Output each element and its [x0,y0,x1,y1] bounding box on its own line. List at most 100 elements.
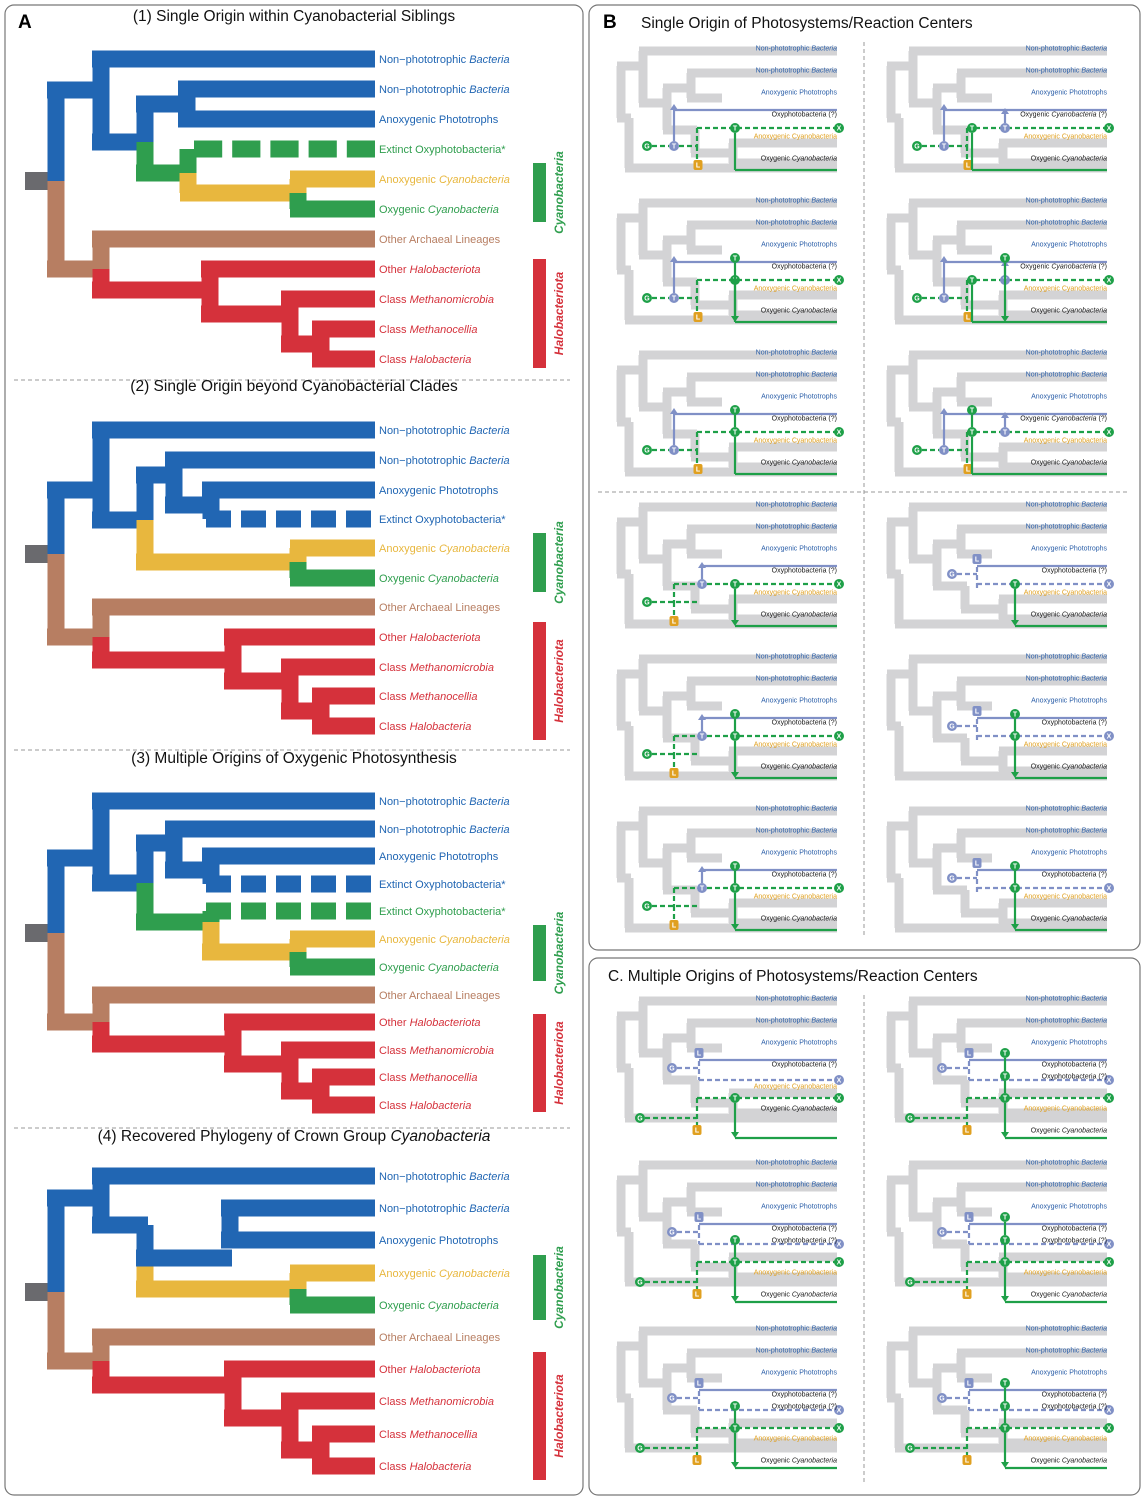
branch [201,269,219,314]
tree-branch [686,529,696,554]
branch [290,1296,375,1314]
tree-branch [690,434,700,457]
tree-branch [909,402,939,412]
marker-t: T [1000,1071,1010,1081]
tip-label: Anoxygenic Cyanobacteria [379,1268,510,1280]
tree-branch [616,1346,626,1398]
branch [224,1360,375,1378]
tree-branch [729,462,837,472]
tree-branch [894,1068,904,1118]
svg-text:X: X [837,278,842,285]
halobacteriota-bracket [533,259,546,368]
tree-branch [663,539,693,549]
tree-branch [616,66,626,118]
svg-text:T: T [970,430,975,437]
tree-branch [933,1363,963,1373]
tree-branch [887,61,915,71]
branch [221,1231,375,1249]
marker-t: T [730,1423,740,1433]
tree-branch [729,442,837,452]
tip-label: Anoxygenic Cyanobacteria [1024,438,1107,445]
tree-branch [961,1098,1005,1108]
tip-label: Anoxygenic Phototrophs [1031,546,1107,553]
marker-l: L [964,1048,974,1058]
cyanobacteria-group-label: Cyanobacteria [552,911,566,994]
tree-branch [957,1207,992,1217]
tip-label: Non−phototrophic Bacteria [379,1203,510,1215]
branch [136,104,154,142]
tip-label: Anoxygenic Cyanobacteria [1024,1436,1107,1443]
marker-t: T [697,731,707,741]
svg-text:G: G [949,876,955,883]
svg-text:T: T [733,1096,738,1103]
tip-label: Anoxygenic Phototrophs [761,1204,837,1211]
tip-label: Anoxygenic Phototrophs [761,1040,837,1047]
tip-label: Oxyphotobacteria (?) [772,568,837,575]
tree-branch [687,93,722,103]
tree-branch [729,766,837,776]
tree-branch [663,429,697,439]
tip-label: Anoxygenic Cyanobacteria [1024,1106,1107,1113]
tree-branch [887,113,901,123]
tip-label: Oxygenic Cyanobacteria [379,1300,499,1312]
tree-branch [617,1227,631,1237]
marker-g: G [905,1277,915,1287]
svg-text:T: T [1003,1426,1008,1433]
svg-text:T: T [1003,1260,1008,1267]
tree-branch [999,594,1107,604]
arrowhead [1001,1132,1009,1138]
arrowhead [1011,772,1019,778]
tree-branch [687,1348,837,1358]
marker-t: T [669,445,679,455]
tree-branch [728,751,738,771]
branch [92,133,145,151]
tree-branch [933,1075,967,1085]
tip-label: Class Methanocellia [379,1429,477,1441]
dashed-branch [241,510,266,528]
tree-branch [687,828,837,838]
tree-branch [662,88,672,130]
tree-branch [957,397,992,407]
marker-g: G [937,1227,947,1237]
tip-label: Oxygenic Cyanobacteria [761,916,837,923]
tip-label: Non-phototrophic Bacteria [1026,828,1107,835]
tip-label: Other Archaeal Lineages [379,990,501,1002]
tip-label: Oxygenic Cyanobacteria [379,573,499,585]
branch [312,1096,375,1114]
tip-label: Oxyphotobacteria (?) [772,1226,837,1233]
tree-branch [663,387,693,397]
svg-text:G: G [637,1446,643,1453]
svg-text:X: X [1107,886,1112,893]
tree-branch [886,1180,896,1232]
tree-branch [686,1353,696,1378]
dashed-branch [276,875,301,893]
tree-branch [638,1165,648,1217]
marker-x: X [834,1093,844,1103]
svg-text:G: G [939,1230,945,1237]
tree-branch [638,1001,648,1053]
tree-branch [662,696,672,738]
branch [92,801,110,883]
tree-branch [728,447,738,467]
tree-branch [894,1232,904,1282]
tree-branch [663,1239,697,1249]
tree-branch [686,1023,696,1048]
tree-branch [617,417,631,427]
tree-branch [663,733,697,743]
arrowhead [1001,412,1009,418]
marker-t: T [730,405,740,415]
svg-text:T: T [1003,1215,1008,1222]
tree-branch [909,554,939,564]
arrowhead [731,1462,739,1468]
halobacteriota-group-label: Halobacteriota [552,1021,566,1105]
tip-label: Anoxygenic Cyanobacteria [754,134,837,141]
arrowhead [1011,620,1019,626]
tip-label: Non-phototrophic Bacteria [1026,46,1107,53]
tree-branch [886,826,896,878]
tree-branch [691,452,735,462]
svg-text:G: G [669,1230,675,1237]
tip-label: Non-phototrophic Bacteria [756,828,837,835]
tip-label: Non-phototrophic Bacteria [1026,1182,1107,1189]
tree-branch [690,282,700,305]
